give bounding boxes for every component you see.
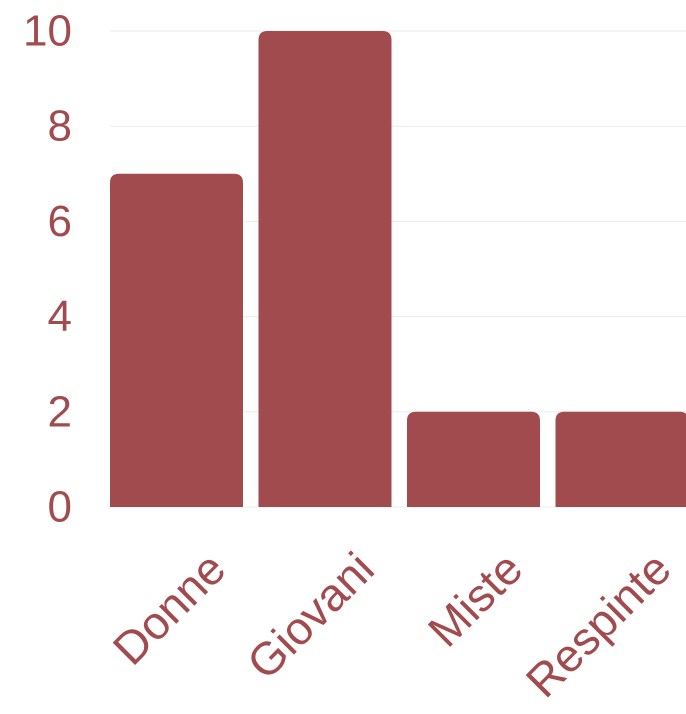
y-tick-label: 10: [23, 7, 72, 56]
x-tick-label: Giovani: [237, 542, 384, 689]
bar-miste: [407, 411, 540, 507]
y-tick-label: 0: [48, 483, 72, 532]
x-tick-label: Respinte: [516, 542, 681, 707]
y-tick-label: 4: [48, 292, 72, 341]
y-axis-ticks: 0 2 4 6 8 10: [23, 7, 72, 532]
bar-donne: [110, 173, 243, 508]
y-tick-label: 2: [48, 387, 72, 436]
bars: [110, 31, 686, 508]
y-tick-label: 8: [48, 102, 72, 151]
y-tick-label: 6: [48, 197, 72, 246]
bar-giovani: [258, 31, 392, 507]
x-tick-label: Donne: [103, 542, 236, 675]
x-tick-label: Miste: [418, 542, 532, 656]
bar-respinte: [555, 411, 686, 507]
